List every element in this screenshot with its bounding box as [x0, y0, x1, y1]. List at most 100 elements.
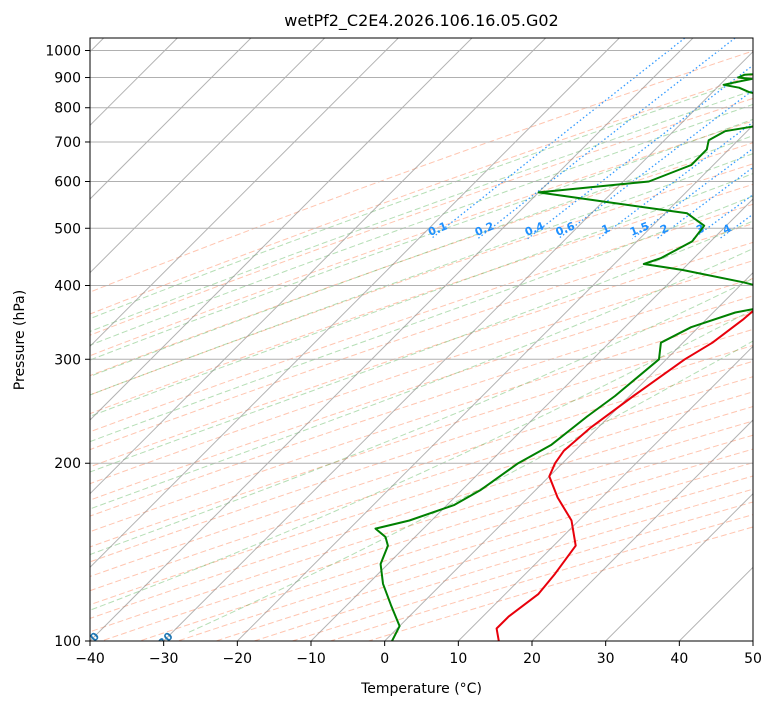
- isotherm-line: [90, 38, 694, 641]
- skewt-line-labels: -100-90-80-70-60-50-40-30-20-10010203040…: [5, 219, 772, 653]
- dry-adiabat: [90, 163, 753, 396]
- mixing-ratio-label: 0.2: [473, 219, 496, 238]
- moist-adiabats: [90, 76, 753, 634]
- mixing-ratio-label: 0.6: [554, 219, 577, 238]
- isotherm-line: [752, 640, 753, 641]
- isotherm-line: [457, 345, 753, 641]
- isotherm-line: [236, 124, 753, 641]
- mixing-ratio-line: [430, 38, 686, 240]
- mixing-ratio-label: 1.5: [628, 219, 651, 238]
- dry-adiabat: [254, 488, 753, 641]
- moist-adiabat: [90, 309, 753, 611]
- mixing-ratio-label: 0.1: [426, 219, 449, 238]
- dry-adiabat: [292, 501, 753, 641]
- mixing-ratio-label: 4: [721, 222, 733, 237]
- dry-adiabats: [90, 50, 753, 641]
- mixing-ratio-label: 6: [760, 222, 772, 237]
- moist-adiabat: [90, 153, 753, 396]
- isotherm-line: [163, 50, 753, 641]
- dry-adiabat: [90, 328, 753, 548]
- moist-adiabat: [90, 220, 753, 473]
- mixing-ratio-line: [719, 213, 753, 240]
- dry-adiabat: [90, 376, 753, 592]
- plot-area: -100-90-80-70-60-50-40-30-20-10010203040…: [5, 36, 775, 653]
- moist-adiabat: [90, 195, 753, 443]
- mixing-ratio-label: 1: [600, 222, 612, 237]
- isotherm-lines: [90, 38, 753, 641]
- x-tick-label: 20: [523, 651, 541, 667]
- moist-adiabat: [90, 89, 753, 333]
- isotherm-label: -30: [152, 630, 175, 653]
- plot-frame: [89, 37, 754, 642]
- y-tick-label: 300: [54, 352, 81, 368]
- dry-adiabat: [90, 74, 753, 315]
- y-tick-label: 200: [54, 456, 81, 472]
- isotherm-line: [605, 492, 753, 641]
- dry-adiabat: [101, 434, 753, 641]
- dry-adiabat: [90, 312, 753, 533]
- dry-adiabat: [90, 277, 753, 501]
- dry-adiabat: [90, 203, 753, 433]
- dry-adiabat: [90, 142, 753, 377]
- x-tick-label: 10: [449, 651, 467, 667]
- y-tick-label: 600: [54, 175, 81, 191]
- dry-adiabat: [90, 405, 753, 619]
- mixing-ratio-label: 2: [658, 222, 670, 237]
- mixing-ratio-label: 0.4: [523, 219, 546, 238]
- isotherm-line: [90, 38, 252, 200]
- isotherm-line: [90, 38, 547, 495]
- dry-adiabat: [90, 223, 753, 451]
- dewpoint-line: [374, 73, 753, 641]
- dry-adiabat: [90, 391, 753, 606]
- y-axis-title: Pressure (hPa): [12, 290, 28, 390]
- y-tick-label: 500: [54, 221, 81, 237]
- x-tick-label: −20: [223, 651, 253, 667]
- isotherm-line: [90, 38, 620, 569]
- mixing-ratio-line: [598, 121, 753, 240]
- x-tick-label: 40: [670, 651, 688, 667]
- dry-adiabat: [90, 260, 753, 485]
- y-tick-label: 900: [54, 71, 81, 87]
- isotherm-line: [531, 419, 753, 641]
- isotherm-line: [310, 198, 753, 641]
- x-axis-title: Temperature (°C): [360, 681, 482, 697]
- x-axis-ticks: −40 −30 −20 −10 0 10 20 30 40 50: [75, 641, 762, 667]
- x-tick-label: −10: [296, 651, 326, 667]
- temperature-line: [495, 309, 753, 641]
- moist-adiabat: [186, 340, 753, 634]
- y-axis-ticks: 100 200 300 400 500 600 700 800 900 1000: [45, 44, 90, 650]
- dry-adiabat: [330, 514, 753, 641]
- x-tick-label: 0: [380, 651, 389, 667]
- mixing-ratio-line: [527, 64, 753, 240]
- moist-adiabat: [90, 76, 753, 320]
- x-tick-label: 50: [744, 651, 762, 667]
- isotherm-line: [90, 38, 399, 348]
- y-tick-label: 400: [54, 278, 81, 294]
- moist-adiabat: [90, 135, 753, 377]
- y-tick-label: 100: [54, 634, 81, 650]
- mixing-ratio-line: [758, 36, 775, 239]
- isotherm-label: -50: [5, 629, 28, 652]
- mixing-ratio-line: [477, 38, 737, 240]
- dry-adiabat: [90, 120, 753, 357]
- isotherm-line: [90, 38, 473, 421]
- isotherm-line: [384, 271, 753, 641]
- dry-adiabat: [90, 295, 753, 517]
- x-tick-label: 30: [597, 651, 615, 667]
- moist-adiabat: [90, 277, 753, 556]
- moist-adiabat: [90, 173, 753, 417]
- pressure-gridlines: [90, 50, 753, 641]
- y-tick-label: 1000: [45, 44, 81, 60]
- y-tick-label: 800: [54, 101, 81, 117]
- dry-adiabat: [215, 475, 753, 641]
- dry-adiabat: [139, 448, 753, 641]
- isotherm-label: -40: [79, 629, 102, 652]
- dry-adiabat: [90, 97, 753, 336]
- dry-adiabat: [177, 462, 753, 641]
- profile-series: [374, 73, 753, 641]
- isotherm-line: [90, 38, 326, 274]
- mixing-ratio-lines: [430, 36, 775, 240]
- dry-adiabat: [90, 360, 753, 578]
- chart-title: wetPf2_C2E4.2026.106.16.05.G02: [284, 11, 558, 31]
